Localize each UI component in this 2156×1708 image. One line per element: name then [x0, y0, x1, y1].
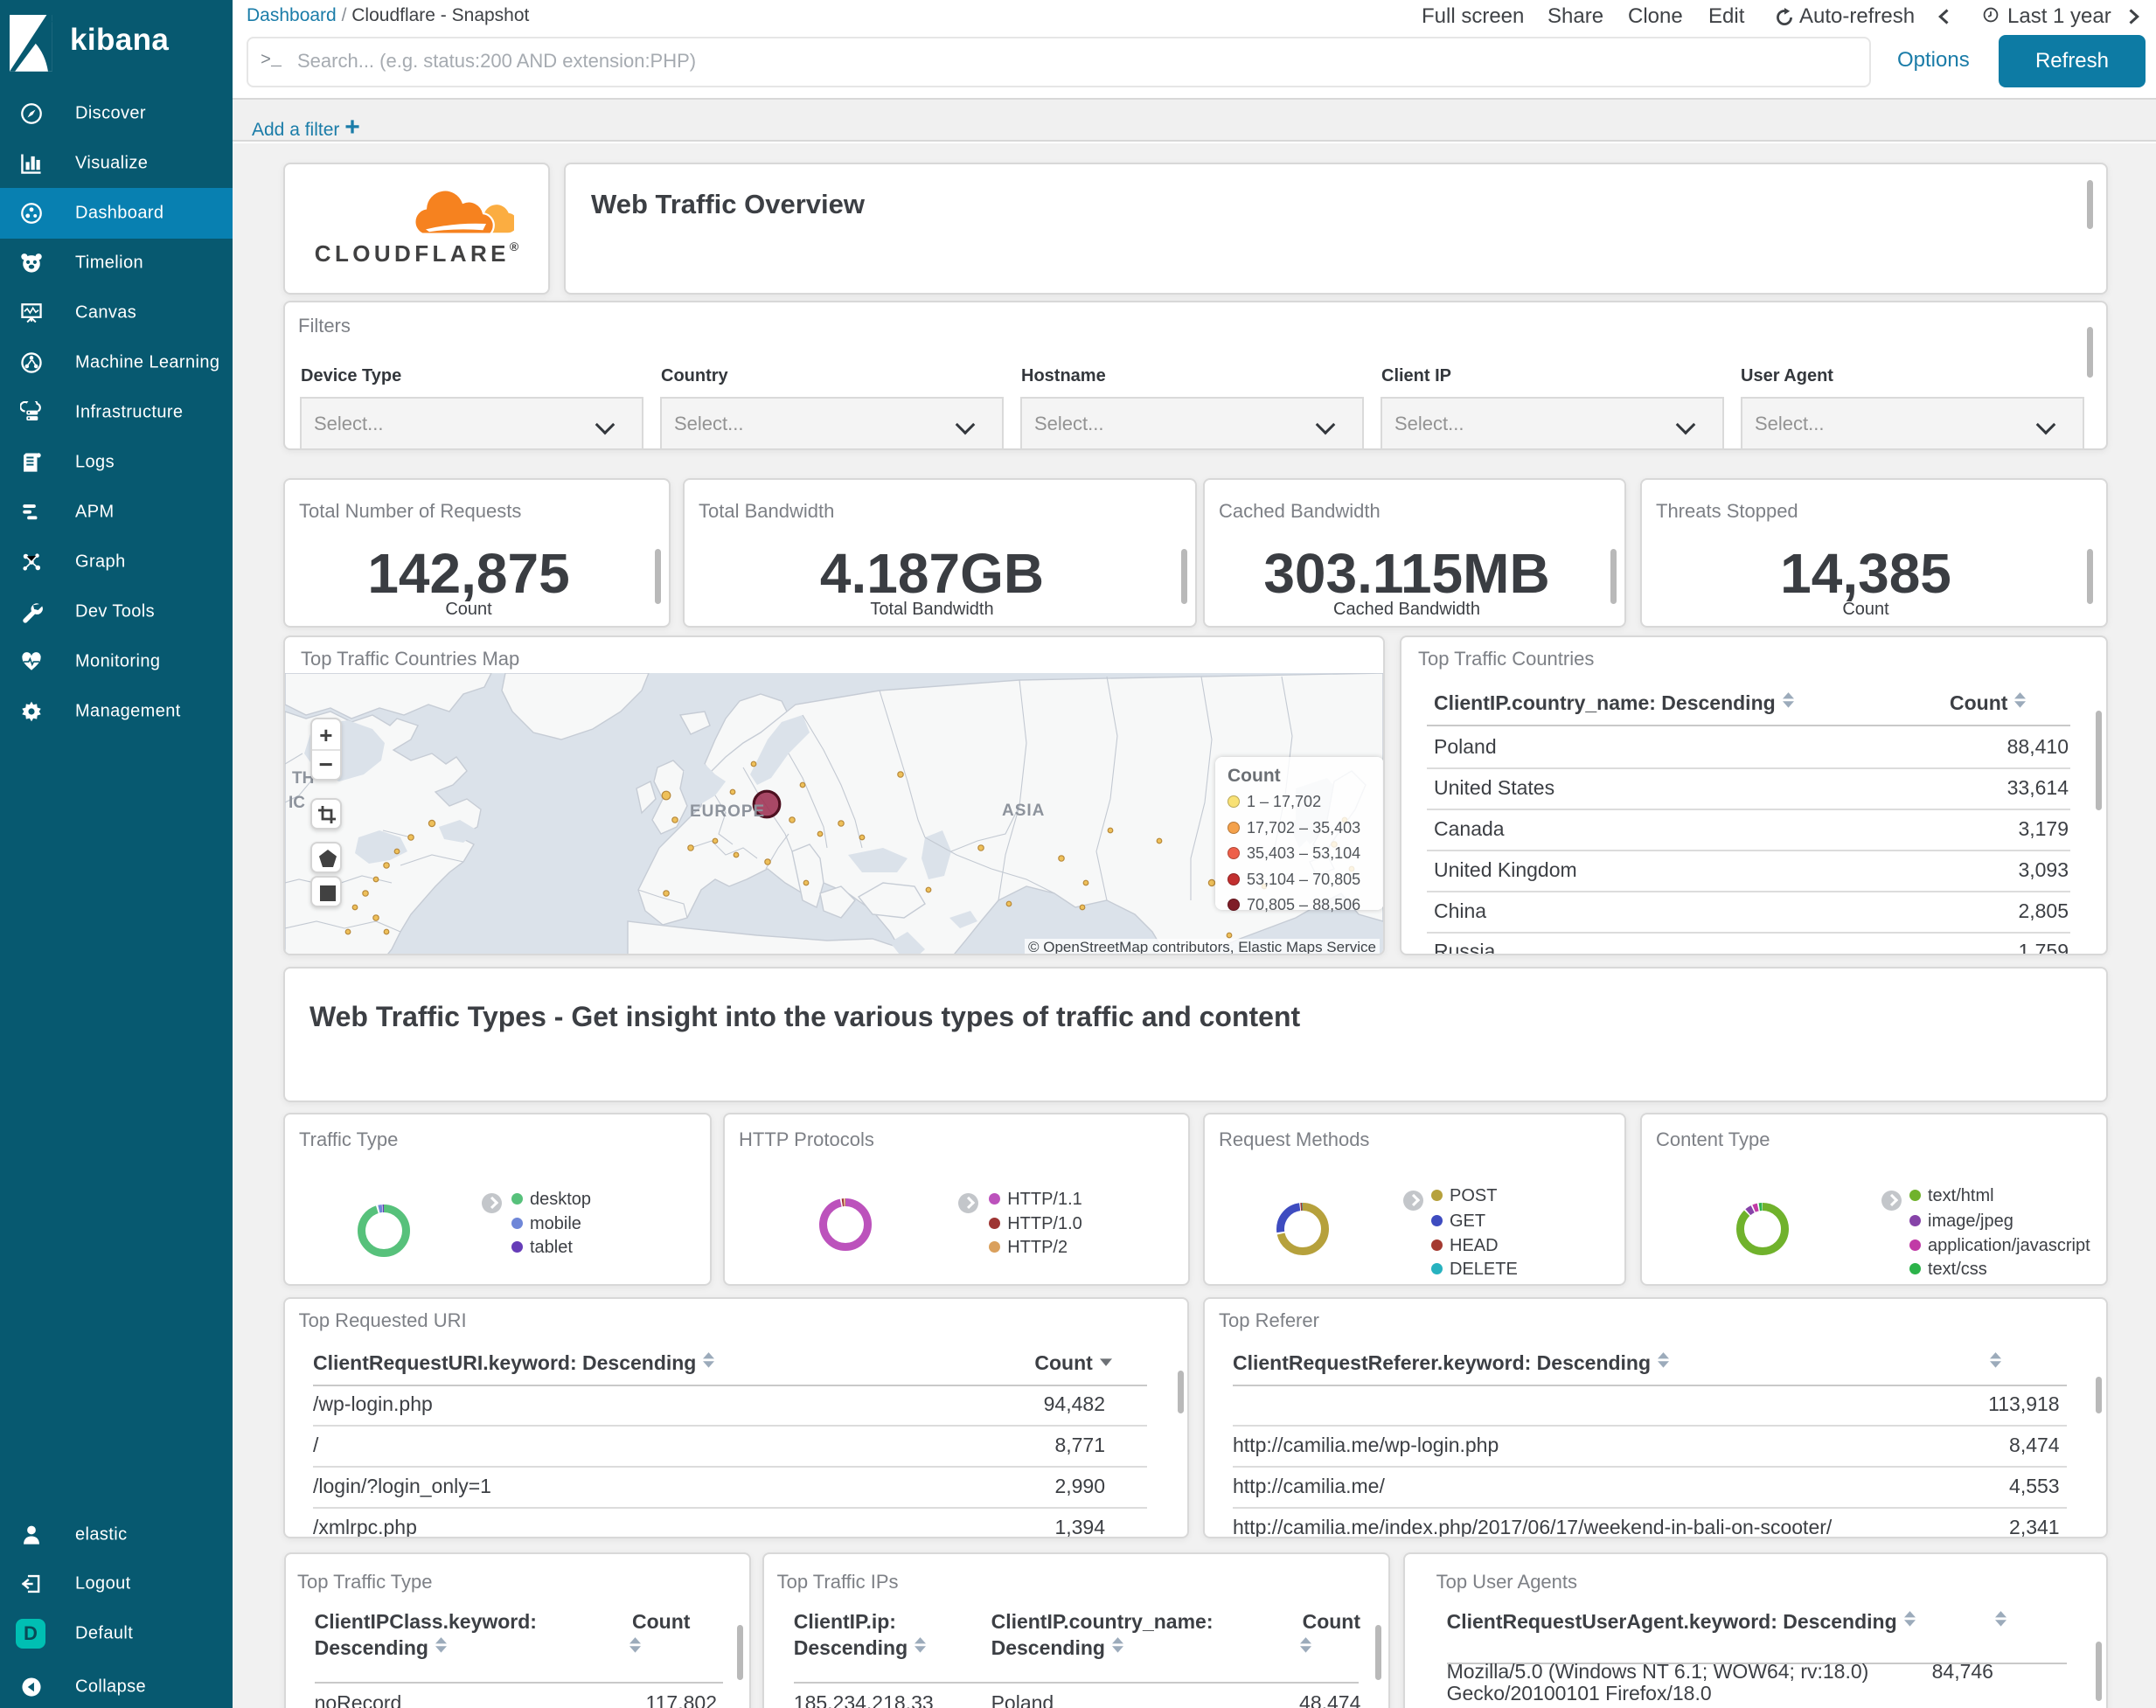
svg-text:ASIA: ASIA — [1002, 802, 1045, 820]
svg-text:IC: IC — [289, 794, 305, 812]
svg-text:EUROPE: EUROPE — [690, 802, 765, 821]
svg-text:TH: TH — [292, 769, 314, 788]
